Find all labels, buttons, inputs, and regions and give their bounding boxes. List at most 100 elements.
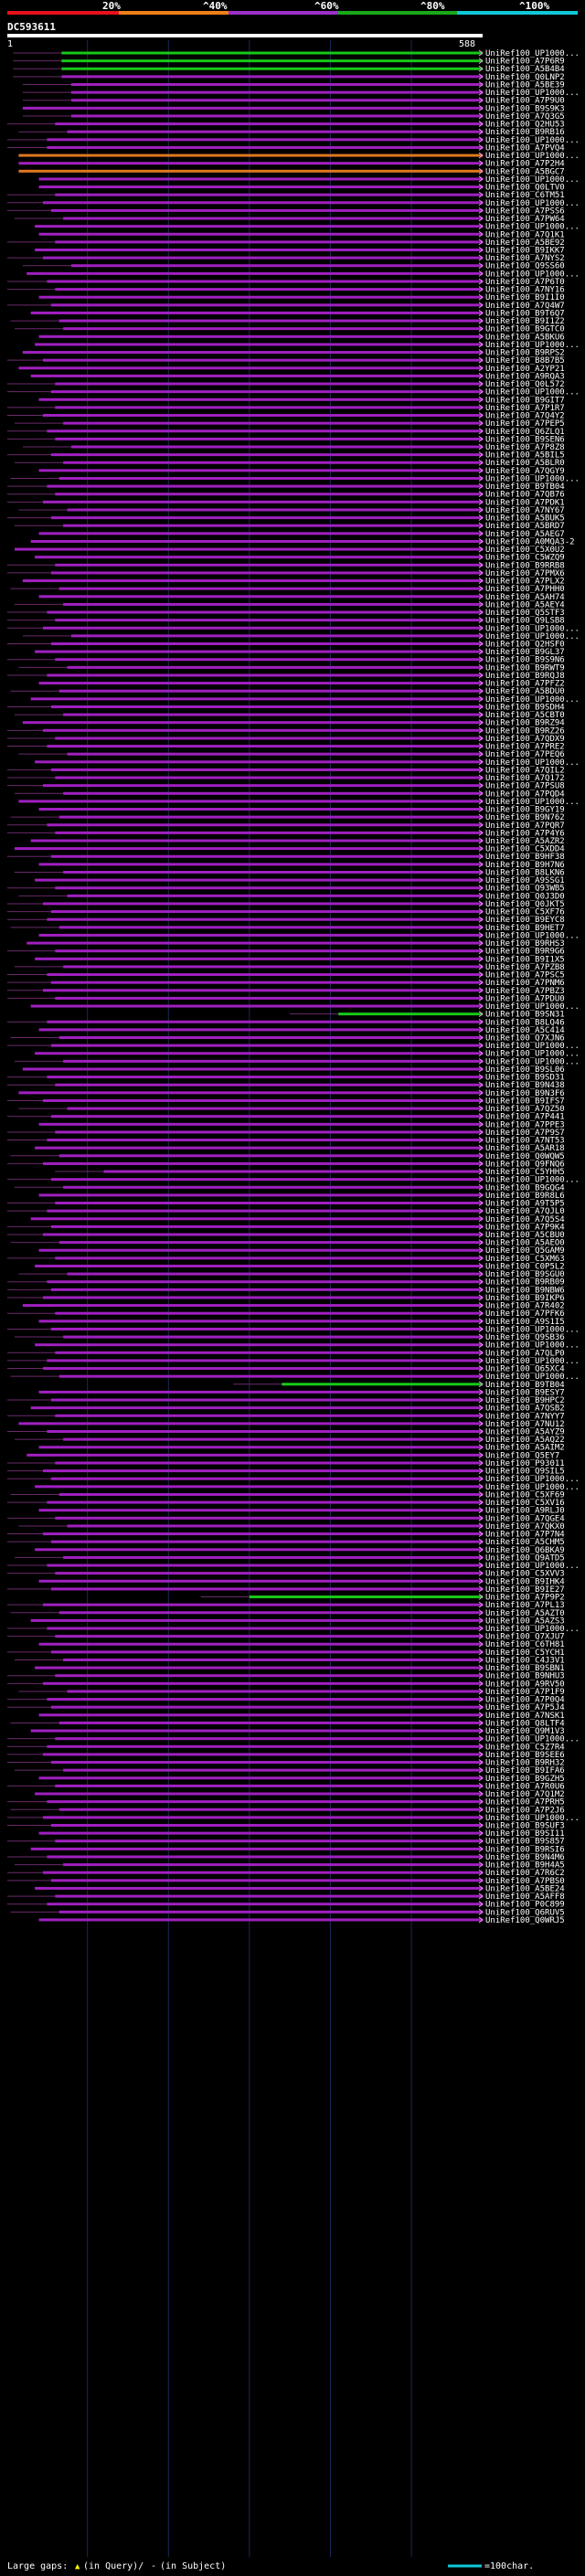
hit-label: UniRef100_B9GTC0 [485, 325, 565, 334]
hit-row: UniRef100_Q93WB5 [7, 885, 565, 894]
query-gap-marker: ▲ [75, 2562, 80, 2571]
hit-row: UniRef100_UP1000... [10, 1373, 580, 1382]
hit-label: UniRef100_A7QB76 [485, 491, 565, 500]
hit-bar [55, 776, 484, 779]
hit-label: UniRef100_A7Q1K1 [485, 230, 565, 239]
hit-label: UniRef100_A7PFK6 [485, 1309, 565, 1319]
hit-row: UniRef100_A7NY67 [18, 506, 565, 515]
hit-label: UniRef100_A5BLR0 [485, 459, 565, 468]
hit-row: UniRef100_B9RWT9 [18, 663, 565, 673]
hit-bar [18, 366, 484, 370]
hit-label: UniRef100_B9SD31 [485, 1074, 565, 1083]
hit-label: UniRef100_B9R9G6 [485, 948, 565, 957]
hit-end-arrow [478, 160, 484, 167]
hit-bar [47, 1800, 483, 1804]
hit-bar [30, 374, 484, 377]
hit-bar [50, 1824, 483, 1827]
hit-row: UniRef100_A7NY16 [7, 286, 565, 295]
hit-label: UniRef100_UP1000... [485, 49, 580, 58]
hit-bar [47, 1359, 483, 1362]
hit-bar [70, 114, 483, 118]
hit-row: UniRef100_A5AZS3 [30, 1617, 565, 1626]
hit-label: UniRef100_A7PMX6 [485, 569, 565, 578]
hit-label: UniRef100_A5AEG7 [485, 530, 565, 539]
hit-end-arrow [478, 1633, 484, 1640]
hit-label: UniRef100_Q9M1V3 [485, 1727, 565, 1736]
hit-row: UniRef100_B9SEE6 [7, 1751, 565, 1760]
hit-row: UniRef100_A7QGY9 [38, 467, 565, 476]
hit-end-arrow [478, 1065, 484, 1073]
hit-end-arrow [478, 1885, 484, 1892]
hit-label: UniRef100_A7QDX9 [485, 735, 565, 744]
hit-bar [38, 398, 483, 401]
hit-end-arrow [478, 49, 484, 57]
hit-row: UniRef100_B9N4M6 [7, 1853, 565, 1862]
hit-end-arrow [478, 1743, 484, 1750]
hit-row: UniRef100_B9H4A5 [14, 1861, 565, 1871]
hit-bar [55, 619, 484, 622]
hit-row: UniRef100_UP1000... [22, 632, 580, 641]
hit-bar [47, 973, 483, 977]
hit-row: UniRef100_UP1000... [35, 1483, 580, 1492]
hit-bar [58, 815, 483, 819]
hit-row: UniRef100_B9SDH4 [7, 703, 565, 712]
hit-end-arrow [478, 1192, 484, 1199]
hit-end-arrow [478, 1246, 484, 1254]
hit-row: UniRef100_A7PBS0 [7, 1877, 565, 1886]
hit-label: UniRef100_B9H4A5 [485, 1861, 565, 1871]
hit-row: UniRef100_C6TM51 [7, 191, 565, 200]
hit-row: UniRef100_A7Q1M2 [35, 1790, 565, 1799]
hit-bar [47, 1500, 483, 1504]
hit-end-arrow [478, 270, 484, 277]
hit-end-arrow [478, 1468, 484, 1474]
hit-end-arrow [478, 112, 484, 120]
hit-row: UniRef100_A7P2J6 [10, 1806, 565, 1815]
hit-bar [18, 169, 484, 173]
hit-label: UniRef100_C5XV16 [485, 1499, 565, 1508]
hit-row: UniRef100_B9S9K3 [22, 104, 565, 113]
hit-label: UniRef100_A5AZR2 [485, 837, 565, 846]
hit-bar [38, 933, 483, 937]
hit-bar [67, 894, 484, 897]
hit-row: UniRef100_A7NU12 [18, 1420, 565, 1429]
hit-label: UniRef100_A7PNM6 [485, 979, 565, 988]
hit-end-arrow [478, 1798, 484, 1806]
hit-end-arrow [478, 813, 484, 821]
hit-label: UniRef100_A7Q5S4 [485, 1215, 565, 1224]
hit-label: UniRef100_B9I1X5 [485, 955, 565, 964]
hit-bar [63, 1658, 483, 1661]
hit-end-arrow [478, 704, 484, 710]
hit-end-arrow [478, 569, 484, 577]
hit-end-arrow [478, 341, 484, 348]
hit-label: UniRef100_B9RHS3 [485, 939, 565, 949]
hit-row: UniRef100_A7P5J4 [7, 1703, 565, 1712]
hit-end-arrow [478, 987, 484, 994]
hit-end-arrow [478, 1389, 484, 1395]
hit-bar [18, 1422, 484, 1426]
hit-end-arrow [478, 97, 484, 104]
hit-row: UniRef100_A5BLR0 [14, 459, 565, 468]
hit-bar [50, 571, 483, 575]
hit-row: UniRef100_A5CBU0 [7, 1231, 565, 1240]
hit-end-arrow [478, 128, 484, 135]
hit-bar [18, 162, 484, 165]
hit-row: UniRef100_Q9SS60 [22, 262, 565, 271]
hit-bar [35, 957, 483, 960]
hit-label: UniRef100_Q5STF3 [485, 609, 565, 618]
hit-label: UniRef100_A5AZT0 [485, 1609, 565, 1618]
hit-end-arrow [478, 262, 484, 270]
hit-bar [55, 1414, 484, 1417]
hit-end-arrow [478, 750, 484, 758]
hit-end-arrow [478, 514, 484, 521]
hit-label: UniRef100_A7QSB2 [485, 1405, 565, 1414]
hit-label: UniRef100_A7R402 [485, 1302, 565, 1311]
hit-bar [67, 752, 484, 756]
hit-row: UniRef100_A5BKU6 [38, 333, 565, 342]
hit-label: UniRef100_C4J3V1 [485, 1656, 565, 1665]
hit-bar [50, 303, 483, 307]
hit-label: UniRef100_B9N438 [485, 1081, 565, 1090]
hit-end-arrow [478, 1657, 484, 1663]
hit-end-arrow [478, 1625, 484, 1632]
hit-row: UniRef100_B8B7B5 [7, 356, 565, 366]
hit-end-arrow [478, 1412, 484, 1419]
